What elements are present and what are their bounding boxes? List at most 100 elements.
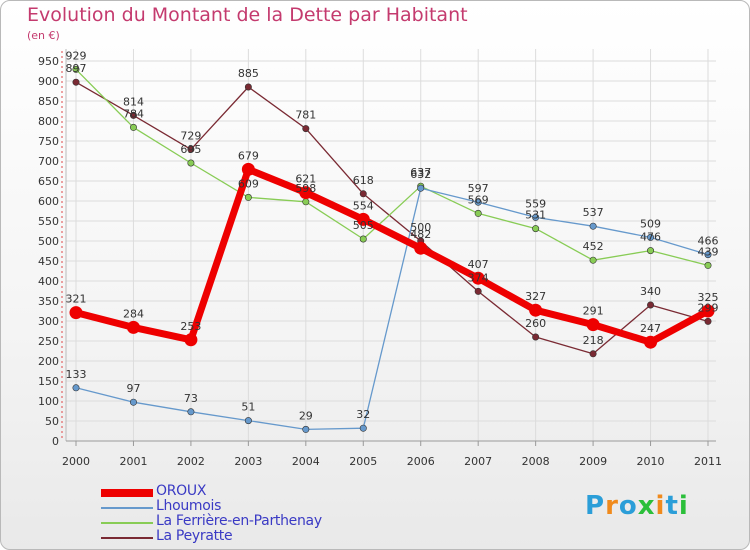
y-tick-label: 400 (38, 275, 59, 288)
data-point (529, 303, 543, 317)
data-point (184, 333, 198, 347)
data-label: 299 (698, 301, 719, 314)
series-line-0 (72, 165, 712, 346)
data-point (359, 235, 367, 243)
data-point (129, 123, 137, 131)
series-line-2 (75, 68, 709, 267)
data-point (532, 333, 540, 341)
data-point (589, 256, 597, 264)
data-label: 29 (299, 409, 313, 422)
data-point (647, 247, 655, 255)
data-point (704, 251, 712, 259)
data-point (359, 424, 367, 432)
data-label: 327 (525, 290, 546, 303)
y-tick-label: 800 (38, 115, 59, 128)
data-label: 929 (66, 49, 87, 62)
data-label: 814 (123, 95, 144, 108)
data-label: 781 (295, 109, 316, 122)
data-label: 618 (353, 174, 374, 187)
data-label: 284 (123, 307, 144, 320)
legend-label: La Peyratte (156, 528, 233, 544)
data-label: 407 (468, 258, 489, 271)
data-point (644, 335, 658, 349)
y-tick-label: 450 (38, 255, 59, 268)
data-label: 291 (583, 305, 604, 318)
x-tick-label: 2003 (234, 455, 262, 468)
data-point (704, 317, 712, 325)
data-label: 695 (180, 143, 201, 156)
data-label: 325 (698, 291, 719, 304)
data-point (647, 301, 655, 309)
data-label: 569 (468, 193, 489, 206)
data-label: 505 (353, 219, 374, 232)
y-tick-label: 750 (38, 135, 59, 148)
y-tick-label: 500 (38, 235, 59, 248)
data-label: 885 (238, 67, 259, 80)
grid (66, 49, 716, 442)
data-label: 32 (356, 408, 370, 421)
data-point (69, 306, 83, 320)
data-point (589, 222, 597, 230)
y-tick-label: 550 (38, 215, 59, 228)
data-label: 439 (698, 245, 719, 258)
chart-unit-label: (en €) (27, 29, 60, 42)
data-label: 452 (583, 240, 604, 253)
data-label: 218 (583, 334, 604, 347)
data-label: 73 (184, 392, 198, 405)
logo-letter: i (655, 491, 666, 521)
data-point (474, 209, 482, 217)
data-label: 340 (640, 285, 661, 298)
data-label: 476 (640, 231, 661, 244)
data-label: 531 (525, 209, 546, 222)
data-point (302, 425, 310, 433)
data-point (241, 162, 255, 176)
data-label: 509 (640, 217, 661, 230)
legend-swatch (101, 522, 153, 524)
data-point (586, 318, 600, 332)
x-tick-label: 2007 (464, 455, 492, 468)
data-label: 482 (410, 228, 431, 241)
chart-title: Evolution du Montant de la Dette par Hab… (27, 4, 468, 26)
data-point (299, 186, 313, 200)
data-point (244, 83, 252, 91)
data-label: 51 (241, 401, 255, 414)
logo-letter: P (585, 491, 606, 521)
data-label: 466 (698, 235, 719, 248)
legend-label: La Ferrière-en-Parthenay (156, 513, 322, 529)
legend-swatch (101, 537, 153, 539)
data-point (302, 125, 310, 133)
data-point (129, 398, 137, 406)
data-point (417, 184, 425, 192)
series-points (69, 65, 715, 433)
data-point (532, 213, 540, 221)
data-label: 554 (353, 199, 374, 212)
data-label: 97 (126, 382, 140, 395)
x-tick-label: 2001 (119, 455, 147, 468)
x-tick-label: 2006 (407, 455, 435, 468)
x-tick-label: 2004 (292, 455, 320, 468)
data-label: 729 (180, 129, 201, 142)
data-point (356, 212, 370, 226)
axes: 0 50 100 150 200 250 300 350 400 450 500 550 600 650 7… (38, 49, 722, 468)
y-tick-label: 650 (38, 175, 59, 188)
data-label: 637 (410, 166, 431, 179)
series-labels: 897 814 729 885 781 618 500 374 260 218 340 299 929 7… (66, 49, 719, 422)
data-label: 632 (410, 168, 431, 181)
data-point (589, 350, 597, 358)
data-point (187, 408, 195, 416)
x-tick-label: 2010 (637, 455, 665, 468)
y-tick-label: 700 (38, 155, 59, 168)
data-point (359, 190, 367, 198)
logo-letter: r (605, 491, 619, 521)
y-tick-label: 200 (38, 355, 59, 368)
y-tick-label: 50 (45, 415, 59, 428)
x-tick-label: 2009 (579, 455, 607, 468)
legend-label: OROUX (156, 483, 207, 499)
data-point (474, 287, 482, 295)
data-point (701, 304, 715, 318)
data-label: 537 (583, 206, 604, 219)
x-tick-label: 2011 (694, 455, 722, 468)
data-label: 897 (66, 62, 87, 75)
y-tick-label: 950 (38, 55, 59, 68)
